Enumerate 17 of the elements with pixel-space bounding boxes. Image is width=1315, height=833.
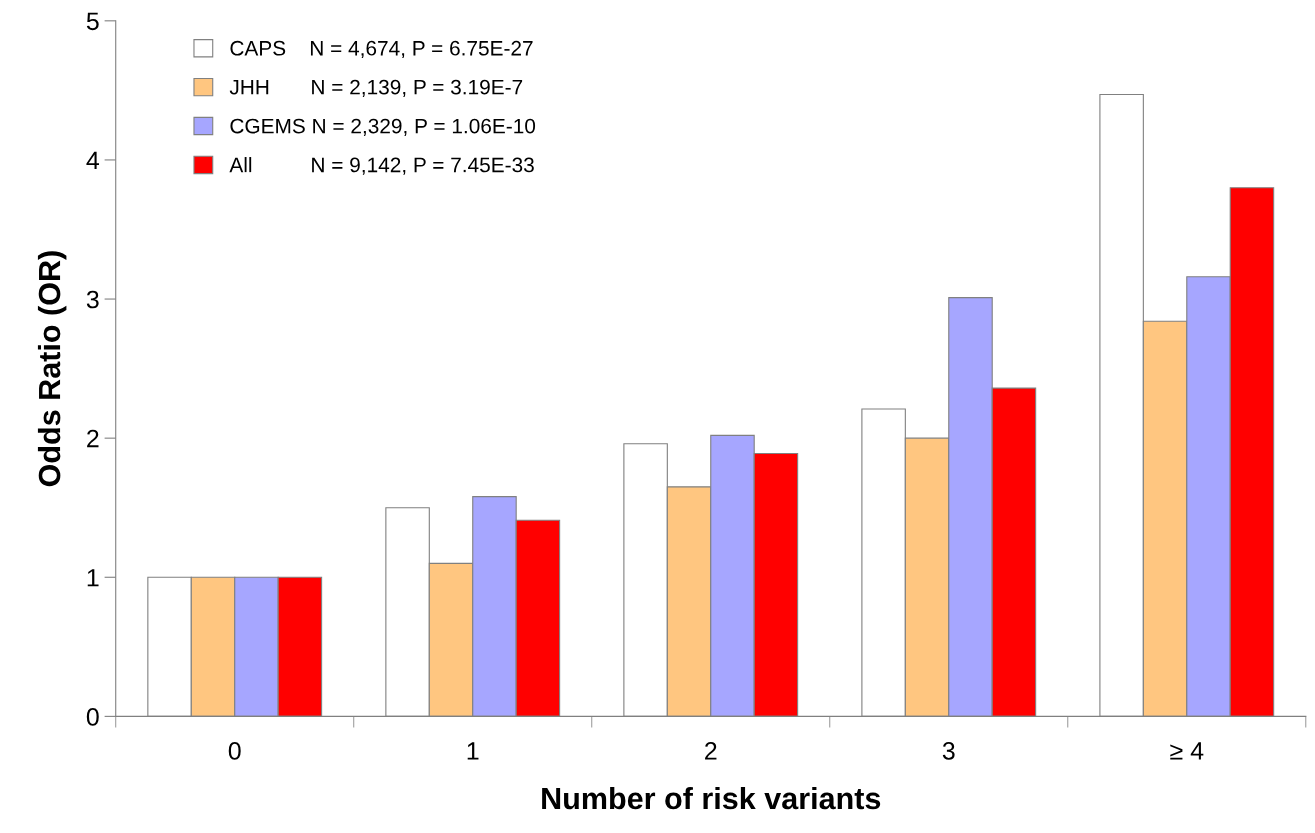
x-axis-title: Number of risk variants (542, 786, 881, 810)
y-tick-label: 2 (87, 429, 99, 448)
legend-label: CAPS N = 4,674, P = 6.75E-27 (230, 40, 533, 59)
legend-label: All N = 9,142, P = 7.45E-33 (229, 157, 534, 175)
legend-label: CGEMS N = 2,329, P = 1.06E-10 (230, 118, 536, 136)
x-tick-label: 1 (467, 742, 479, 760)
y-axis-title: Odds Ratio (OR) (37, 251, 67, 487)
legend-label: JHH N = 2,139, P = 3.19E-7 (229, 79, 523, 97)
x-tick-label: 3 (942, 742, 955, 760)
y-tick-label: 4 (86, 151, 100, 169)
y-tick-label: 0 (86, 707, 99, 726)
x-tick-label: 2 (705, 742, 717, 760)
y-tick-label: 1 (87, 569, 99, 587)
y-tick-label: 3 (86, 290, 99, 309)
x-tick-label: ≥ 4 (1170, 742, 1204, 760)
x-tick-label: 0 (228, 742, 241, 760)
y-tick-label: 5 (86, 12, 99, 31)
